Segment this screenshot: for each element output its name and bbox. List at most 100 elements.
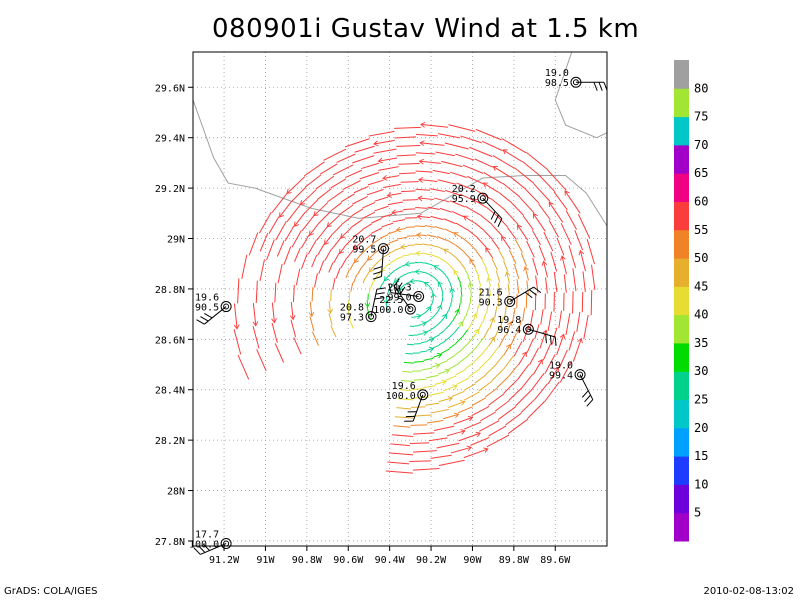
streamline-segment xyxy=(400,245,409,248)
station-temp: 20.7 xyxy=(352,235,376,246)
lon-tick-label: 91W xyxy=(256,555,275,566)
streamline-arrow xyxy=(421,321,427,327)
streamline-segment xyxy=(464,205,480,215)
streamline-segment xyxy=(473,354,482,363)
streamline-segment xyxy=(402,254,410,257)
streamline-segment xyxy=(259,232,269,252)
lat-tick-label: 29.4N xyxy=(155,134,185,145)
streamline-segment xyxy=(347,310,351,320)
streamline-segment xyxy=(416,234,427,237)
streamline-segment xyxy=(422,243,430,246)
streamline-segment xyxy=(447,279,451,284)
station-ring-inner xyxy=(368,313,375,320)
streamline-arrow xyxy=(449,287,456,293)
streamline-segment xyxy=(373,139,395,145)
streamline-segment xyxy=(430,288,433,292)
streamline-segment xyxy=(332,164,354,176)
streamline-segment xyxy=(426,419,444,424)
colorbar-label: 25 xyxy=(694,393,708,407)
streamline-segment xyxy=(437,320,442,325)
streamline-segment xyxy=(440,301,443,306)
station-ring-inner xyxy=(223,303,230,310)
wind-barb-feather xyxy=(490,211,496,220)
streamline-arrow xyxy=(502,149,508,155)
streamline-segment xyxy=(514,167,535,184)
streamline-segment xyxy=(300,253,308,270)
streamline-segment xyxy=(474,374,487,384)
streamline-segment xyxy=(439,285,443,290)
streamline-segment xyxy=(473,199,487,208)
streamline-segment xyxy=(556,237,565,256)
streamline-segment xyxy=(237,355,250,380)
streamline-segment xyxy=(330,289,332,302)
streamline-segment xyxy=(386,291,389,296)
streamline-segment xyxy=(519,196,535,214)
streamline-segment xyxy=(486,434,510,448)
streamline-segment xyxy=(508,364,519,378)
streamline-arrow xyxy=(504,271,511,277)
streamline-segment xyxy=(516,279,520,294)
streamline-segment xyxy=(333,253,340,263)
streamline-segment xyxy=(453,270,459,277)
streamline-segment xyxy=(430,326,436,330)
streamline-segment xyxy=(465,309,469,317)
lon-tick-label: 90.8W xyxy=(292,555,323,566)
streamline-arrow xyxy=(485,247,491,253)
streamline-segment xyxy=(361,223,372,231)
streamline-segment xyxy=(438,459,465,467)
streamline-segment xyxy=(425,402,440,406)
streamline-segment xyxy=(450,301,452,307)
streamline-segment xyxy=(443,248,451,254)
streamline-segment xyxy=(255,280,258,303)
streamline-segment xyxy=(423,252,431,256)
streamline-segment xyxy=(430,253,438,258)
streamline-segment xyxy=(470,289,472,297)
streamline-segment xyxy=(436,245,445,251)
streamline-segment xyxy=(577,214,591,239)
streamline-segment xyxy=(233,329,242,355)
streamline-segment xyxy=(366,188,384,196)
streamline-segment xyxy=(331,237,342,250)
streamline-segment xyxy=(394,416,414,419)
streamline-segment xyxy=(392,219,406,223)
station-ring xyxy=(477,192,489,204)
streamline-segment xyxy=(558,349,568,369)
streamline-segment xyxy=(488,393,505,406)
streamline-segment xyxy=(498,191,513,204)
streamline-segment xyxy=(390,443,410,447)
streamline-segment xyxy=(237,278,240,304)
streamline-segment xyxy=(420,313,424,316)
streamline-segment xyxy=(453,416,473,425)
streamline-segment xyxy=(530,372,545,391)
streamline-segment xyxy=(403,273,408,276)
streamline-segment xyxy=(515,239,523,253)
streamline-arrow xyxy=(419,140,425,147)
streamline-segment xyxy=(311,254,318,268)
streamline-segment xyxy=(533,183,551,202)
streamline-arrow xyxy=(386,192,392,198)
streamline-segment xyxy=(422,312,425,315)
lon-tick-label: 89.8W xyxy=(499,555,530,566)
wind-barb-feather xyxy=(581,390,589,398)
colorbar-label: 55 xyxy=(694,223,708,237)
station-ring-inner xyxy=(407,306,414,313)
streamline-segment xyxy=(513,264,520,279)
streamline-segment xyxy=(295,268,301,286)
streamline-arrow xyxy=(460,400,466,406)
streamline-segment xyxy=(403,283,407,286)
streamline-segment xyxy=(365,243,374,250)
wind-barb-feather xyxy=(593,82,598,91)
streamline-segment xyxy=(393,425,411,428)
streamline-segment xyxy=(290,319,297,338)
streamline-arrow xyxy=(441,379,447,386)
streamline-segment xyxy=(274,282,277,303)
streamline-arrow xyxy=(472,199,479,205)
streamline-segment xyxy=(440,317,445,322)
wind-barb-feather xyxy=(586,399,594,407)
streamline-segment xyxy=(396,256,403,260)
lon-tick-label: 90W xyxy=(463,555,482,566)
streamline-segment xyxy=(462,164,484,174)
streamline-segment xyxy=(441,160,463,168)
streamline-segment xyxy=(428,391,444,396)
